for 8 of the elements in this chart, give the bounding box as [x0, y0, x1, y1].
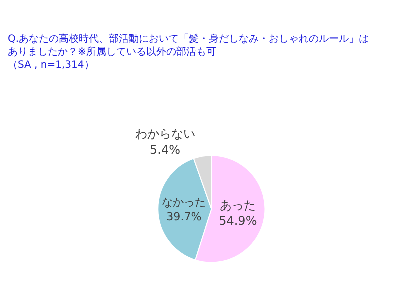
data-label: 5.4%	[150, 142, 181, 157]
data-label: 39.7%	[166, 210, 202, 224]
text: （SA , n=1,314）	[8, 60, 94, 71]
slice-label: わからない	[135, 127, 196, 142]
chart-title: Q.あなたの高校時代、部活動において「髪・身だしなみ・おしゃれのルール」はありましたか？※所属している以外の部活も可	[8, 33, 370, 58]
data-label: 54.9%	[219, 214, 258, 228]
slice-label: なかった	[162, 196, 206, 210]
slice-label: あった	[220, 198, 256, 212]
